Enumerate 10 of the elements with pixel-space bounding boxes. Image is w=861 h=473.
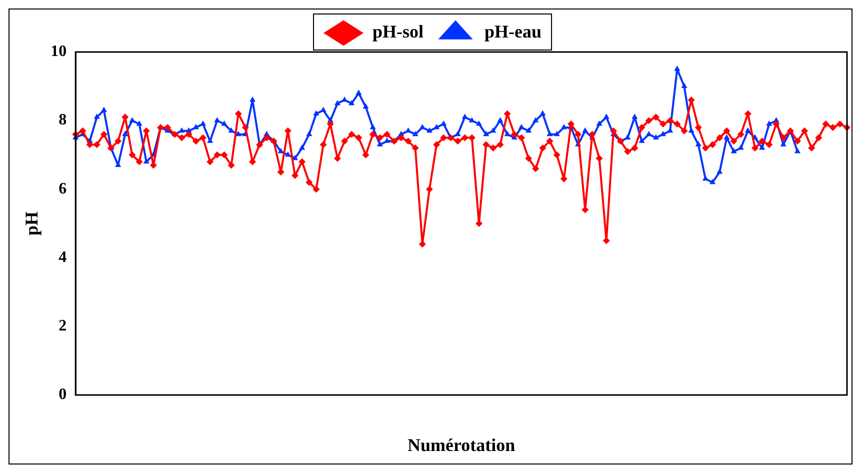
y-tick-label: 0	[58, 386, 67, 404]
y-tick-label: 10	[50, 43, 67, 60]
y-axis-title: pH	[21, 211, 42, 236]
y-tick-label: 2	[58, 318, 67, 335]
legend-label: pH-eau	[484, 22, 542, 42]
x-axis-title: Numérotation	[407, 434, 516, 455]
y-tick-label: 8	[58, 112, 67, 129]
y-tick-label: 4	[58, 248, 67, 266]
legend-label: pH-sol	[372, 22, 424, 42]
y-tick-label: 6	[58, 180, 67, 198]
